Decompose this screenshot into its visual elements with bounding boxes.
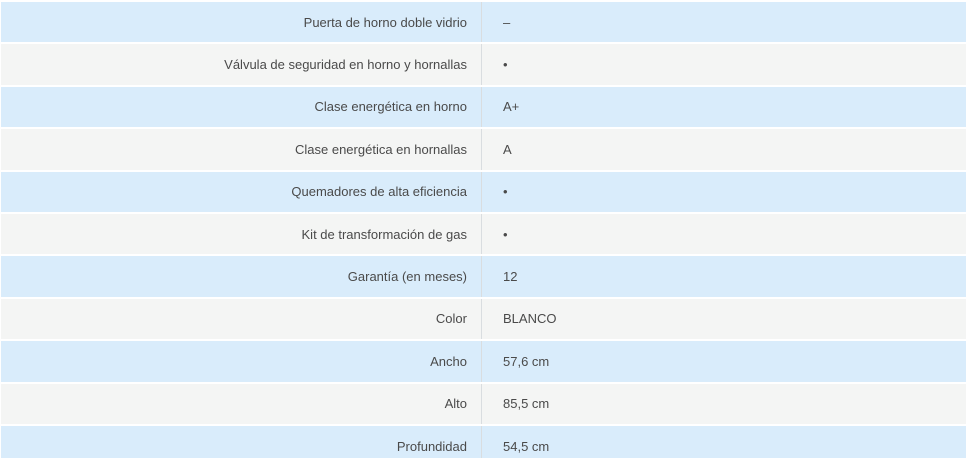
spec-label: Kit de transformación de gas [1, 213, 482, 255]
spec-row: Profundidad 54,5 cm [1, 425, 966, 458]
spec-label: Alto [1, 383, 482, 424]
spec-value: 12 [503, 269, 518, 285]
spec-label: Puerta de horno doble vidrio [1, 2, 482, 43]
spec-row: Quemadores de alta eficiencia • [1, 171, 966, 212]
spec-row: Ancho 57,6 cm [1, 341, 966, 382]
spec-row: Color BLANCO [1, 298, 966, 340]
spec-label: Clase energética en hornallas [1, 129, 482, 170]
spec-label: Válvula de seguridad en horno y hornalla… [1, 44, 482, 85]
spec-row: Kit de transformación de gas • [1, 213, 966, 255]
spec-row: Garantía (en meses) 12 [1, 256, 966, 297]
spec-label: Profundidad [1, 425, 482, 458]
spec-row: Puerta de horno doble vidrio – [1, 2, 966, 43]
spec-row: Clase energética en hornallas A [1, 129, 966, 170]
spec-value: 85,5 cm [503, 396, 550, 412]
spec-row: Clase energética en horno A+ [1, 86, 966, 128]
spec-label: Color [1, 298, 482, 340]
spec-value: – [503, 14, 511, 30]
spec-label: Clase energética en horno [1, 86, 482, 128]
spec-value: 57,6 cm [503, 353, 550, 369]
spec-row: Válvula de seguridad en horno y hornalla… [1, 44, 966, 85]
spec-value: 54,5 cm [503, 438, 550, 454]
spec-label: Garantía (en meses) [1, 256, 482, 297]
spec-value: A+ [503, 99, 520, 115]
spec-value: BLANCO [503, 311, 557, 327]
spec-label: Quemadores de alta eficiencia [1, 171, 482, 212]
spec-label: Ancho [1, 341, 482, 382]
spec-row: Alto 85,5 cm [1, 383, 966, 424]
spec-value: • [503, 57, 508, 73]
spec-value: • [503, 226, 508, 242]
spec-value: A [503, 141, 512, 157]
spec-value: • [503, 184, 508, 200]
